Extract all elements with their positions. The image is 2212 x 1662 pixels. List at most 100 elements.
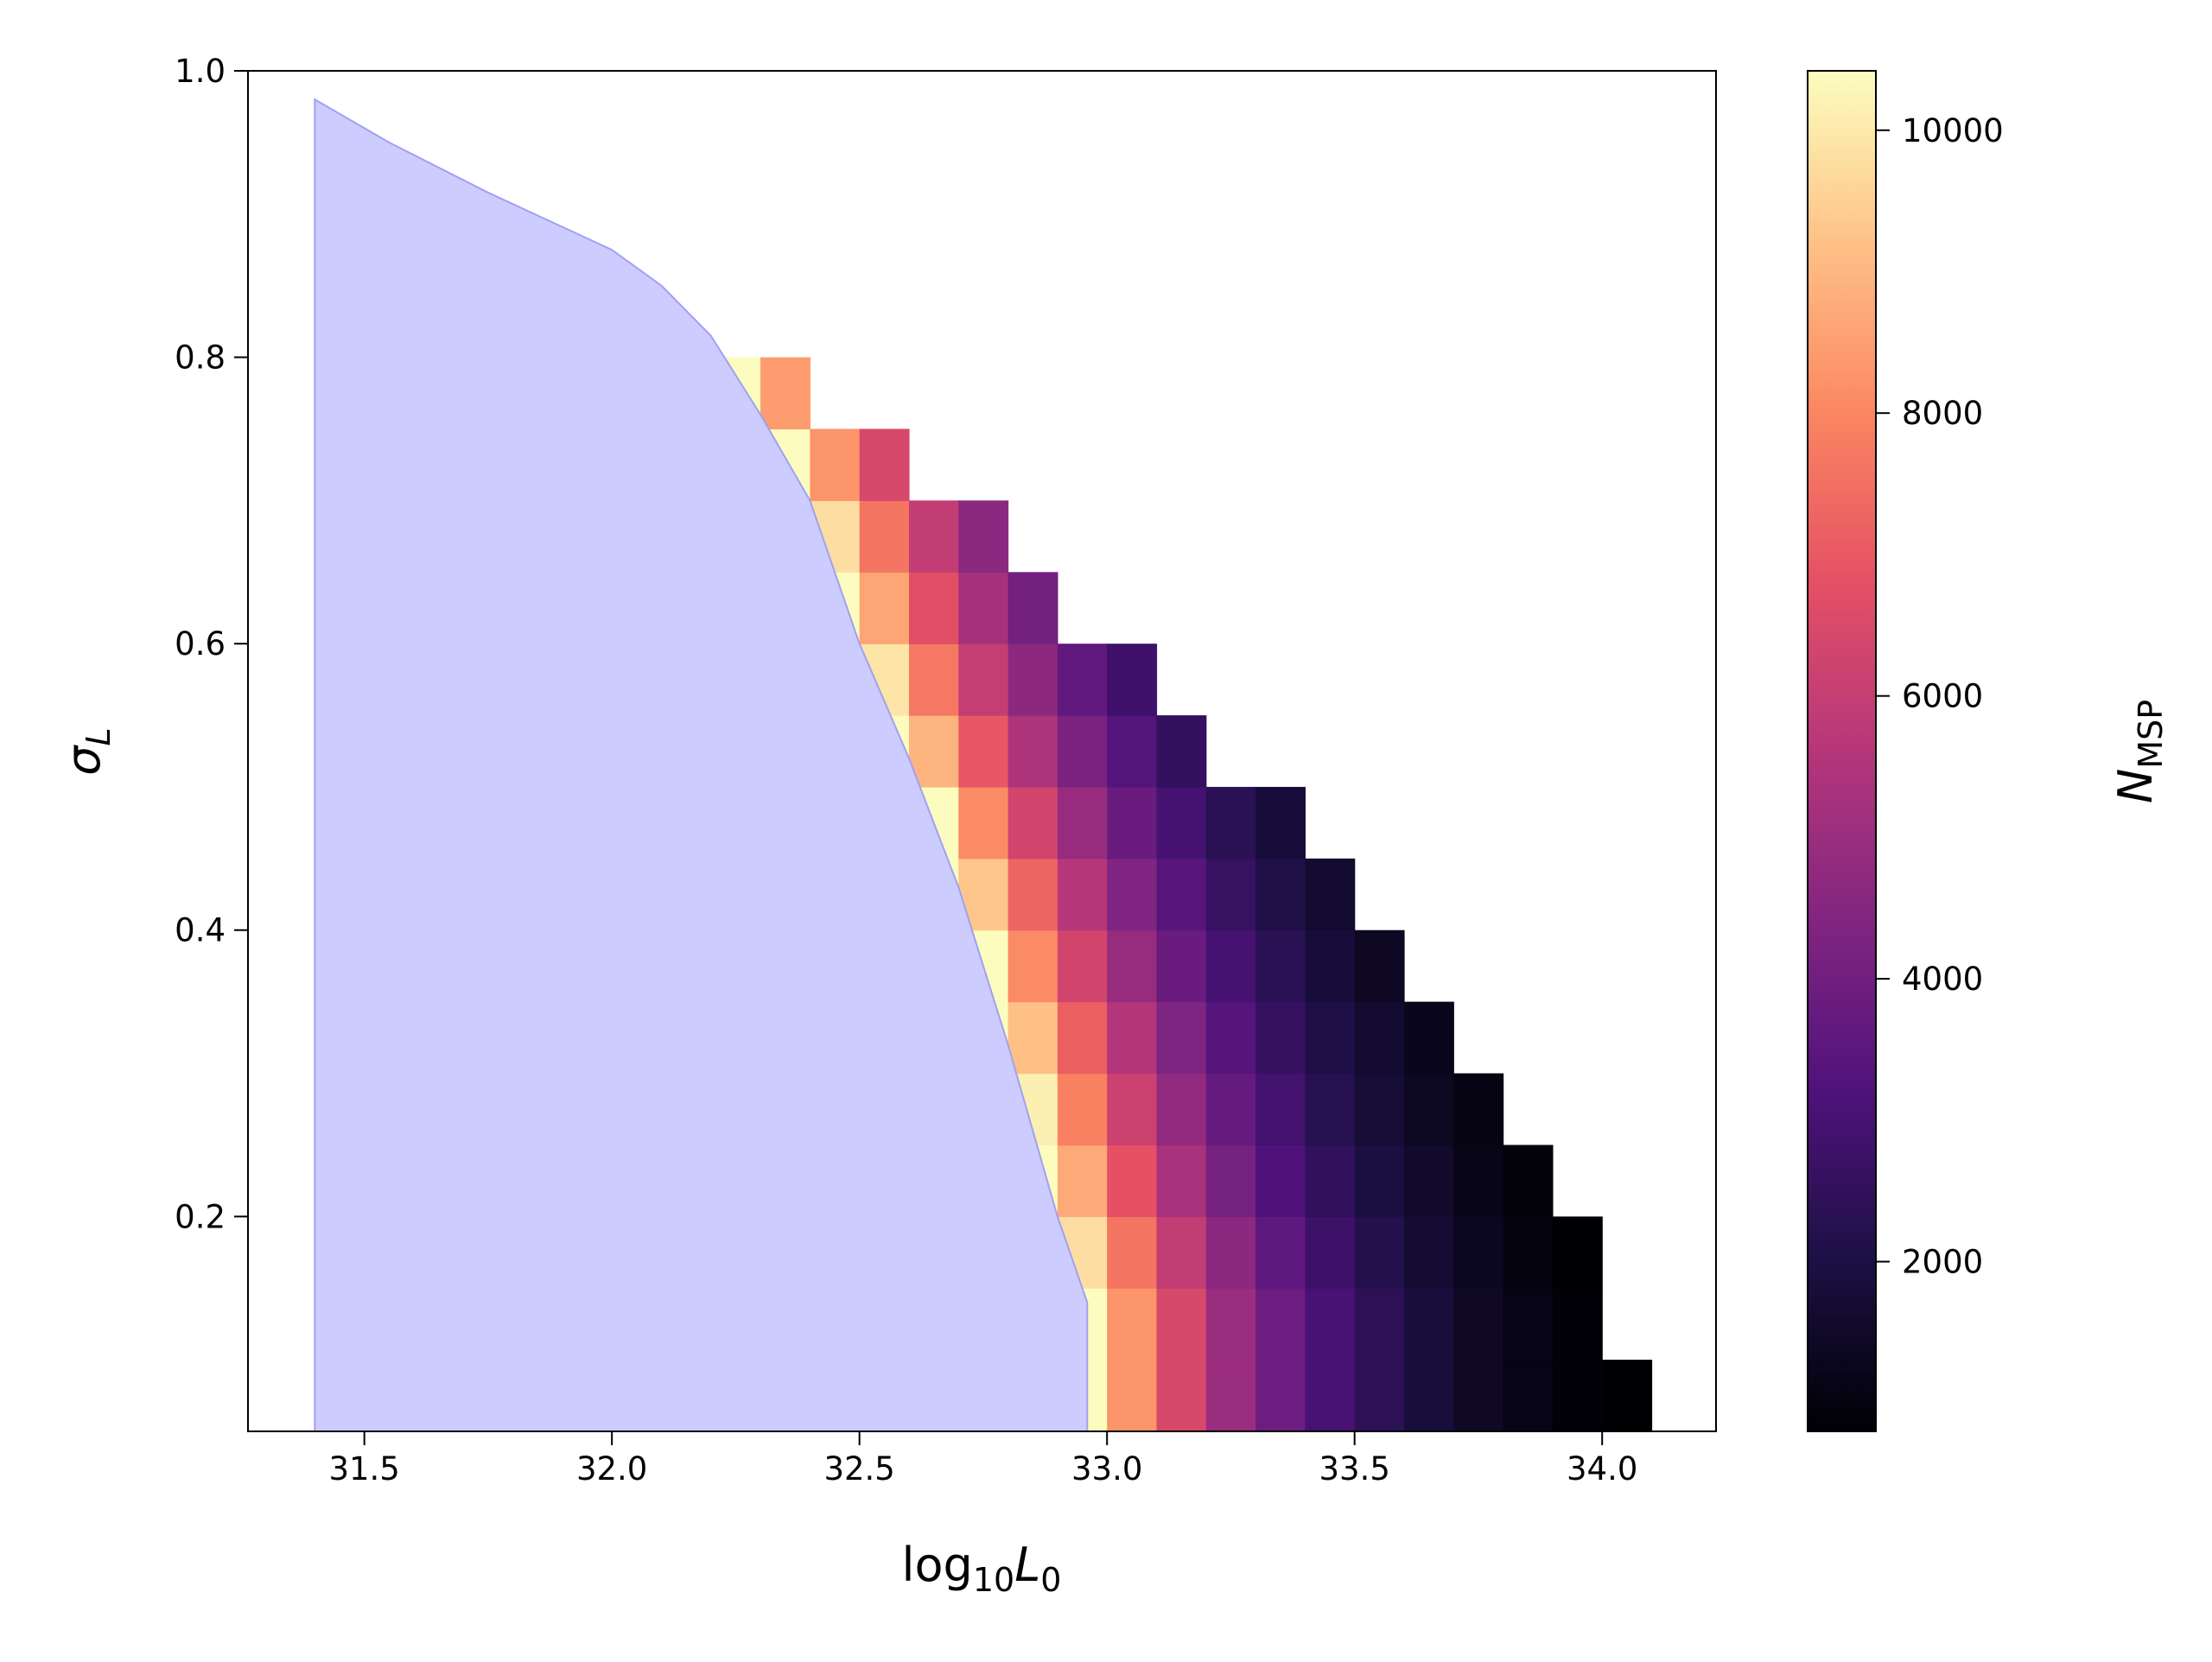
heatmap-cell — [1107, 1145, 1158, 1217]
plot-inner — [314, 98, 1653, 1431]
plot-area — [314, 98, 1653, 1431]
heatmap-cell — [1602, 1360, 1653, 1431]
heatmap-cell — [1107, 929, 1158, 1003]
heatmap-cell — [958, 715, 1009, 788]
heatmap-cell — [908, 572, 959, 644]
heatmap-cell — [1305, 858, 1356, 931]
heatmap-cell — [1205, 929, 1256, 1003]
heatmap-cell — [1305, 1288, 1356, 1361]
colorbar-label-part: MSP — [2132, 700, 2170, 769]
heatmap-cell — [1057, 1073, 1108, 1146]
x-tick-label: 31.5 — [328, 1450, 399, 1488]
excluded-region — [314, 98, 1089, 1431]
heatmap-cell — [1007, 572, 1058, 644]
y-label-part: σ — [56, 745, 111, 776]
heatmap-cell — [1354, 929, 1405, 1003]
heatmap-cell — [1007, 858, 1058, 931]
heatmap-cell — [1156, 715, 1207, 788]
heatmap-cell — [1503, 1216, 1554, 1289]
x-label-part: L — [1014, 1538, 1040, 1592]
heatmap-cell — [1305, 1001, 1356, 1075]
y-tick-label: 0.4 — [175, 912, 226, 949]
heatmap-cell — [1007, 715, 1058, 788]
heatmap-cell — [1354, 1288, 1405, 1361]
heatmap-cell — [1107, 1073, 1158, 1146]
heatmap-cell — [1403, 1288, 1454, 1361]
heatmap-cell — [1354, 1360, 1405, 1431]
heatmap-cell — [1305, 1145, 1356, 1217]
y-tick-label: 0.6 — [175, 625, 226, 663]
heatmap-cell — [1107, 1288, 1158, 1361]
y-tick-label: 1.0 — [175, 53, 226, 90]
y-axis-label: σL — [56, 727, 118, 775]
heatmap-cell — [1205, 1216, 1256, 1289]
heatmap-cell — [1107, 786, 1158, 860]
colorbar-tick-label: 10000 — [1902, 112, 2004, 149]
colorbar-label: NMSP — [2108, 700, 2170, 803]
heatmap-cell — [1107, 644, 1158, 716]
heatmap-cell — [1354, 1216, 1405, 1289]
heatmap-cell — [859, 572, 910, 644]
colorbar-tick-label: 8000 — [1902, 395, 1983, 432]
heatmap-cell — [1205, 858, 1256, 931]
heatmap-cell — [1305, 1073, 1356, 1146]
heatmap-cell — [1453, 1360, 1504, 1431]
heatmap-cell — [1552, 1216, 1603, 1289]
heatmap-cell — [1403, 1073, 1454, 1146]
colorbar-tick-label: 4000 — [1902, 961, 1983, 998]
heatmap-cell — [1255, 1216, 1306, 1289]
heatmap-cell — [1205, 1073, 1256, 1146]
heatmap-cell — [1007, 1001, 1058, 1075]
x-tick-label: 32.5 — [823, 1450, 894, 1488]
heatmap-cell — [810, 428, 861, 501]
x-axis-label: log10L0 — [902, 1538, 1062, 1599]
heatmap-cell — [1057, 858, 1108, 931]
heatmap-cell — [1057, 1145, 1108, 1217]
heatmap-cell — [1403, 1360, 1454, 1431]
heatmap-cell — [1453, 1145, 1504, 1217]
heatmap-cell — [1503, 1360, 1554, 1431]
heatmap-cell — [1107, 1216, 1158, 1289]
heatmap-cell — [1354, 1145, 1405, 1217]
heatmap-cell — [958, 500, 1009, 573]
colorbar — [1807, 70, 1877, 1432]
heatmap-cell — [1107, 715, 1158, 788]
heatmap-cell — [1552, 1360, 1603, 1431]
y-label-part: L — [79, 727, 118, 745]
heatmap-cell — [1403, 1216, 1454, 1289]
x-label-part: log — [902, 1538, 973, 1592]
x-tick-label: 33.0 — [1071, 1450, 1142, 1488]
heatmap-cell — [1255, 786, 1306, 860]
heatmap-cell — [908, 715, 959, 788]
heatmap-cell — [760, 357, 810, 430]
heatmap-cell — [1156, 1073, 1207, 1146]
colorbar-label-part: N — [2108, 769, 2163, 803]
heatmap-cell — [1305, 1360, 1356, 1431]
heatmap-cell — [1057, 1001, 1108, 1075]
x-label-part: 10 — [973, 1561, 1014, 1599]
heatmap-cell — [1057, 715, 1108, 788]
heatmap-cell — [1305, 1216, 1356, 1289]
heatmap-cell — [1156, 1001, 1207, 1075]
heatmap-cell — [1255, 1288, 1306, 1361]
heatmap-cell — [1156, 858, 1207, 931]
heatmap-cell — [1205, 1288, 1256, 1361]
heatmap-cell — [1255, 1360, 1306, 1431]
heatmap-cell — [1107, 1001, 1158, 1075]
heatmap-cell — [1255, 1001, 1306, 1075]
heatmap-cell — [1156, 1288, 1207, 1361]
heatmap-cell — [1156, 1216, 1207, 1289]
heatmap-cell — [859, 428, 910, 501]
heatmap-cell — [1255, 929, 1306, 1003]
colorbar-tick-label: 6000 — [1902, 678, 1983, 715]
heatmap-cell — [1255, 1145, 1306, 1217]
heatmap-cell — [1205, 1360, 1256, 1431]
heatmap-cell — [1255, 1073, 1306, 1146]
heatmap-cell — [1453, 1288, 1504, 1361]
heatmap-cell — [1205, 786, 1256, 860]
heatmap-cell — [1403, 1001, 1454, 1075]
heatmap-cell — [1057, 644, 1108, 716]
heatmap-cell — [1107, 858, 1158, 931]
heatmap-cell — [1156, 1145, 1207, 1217]
